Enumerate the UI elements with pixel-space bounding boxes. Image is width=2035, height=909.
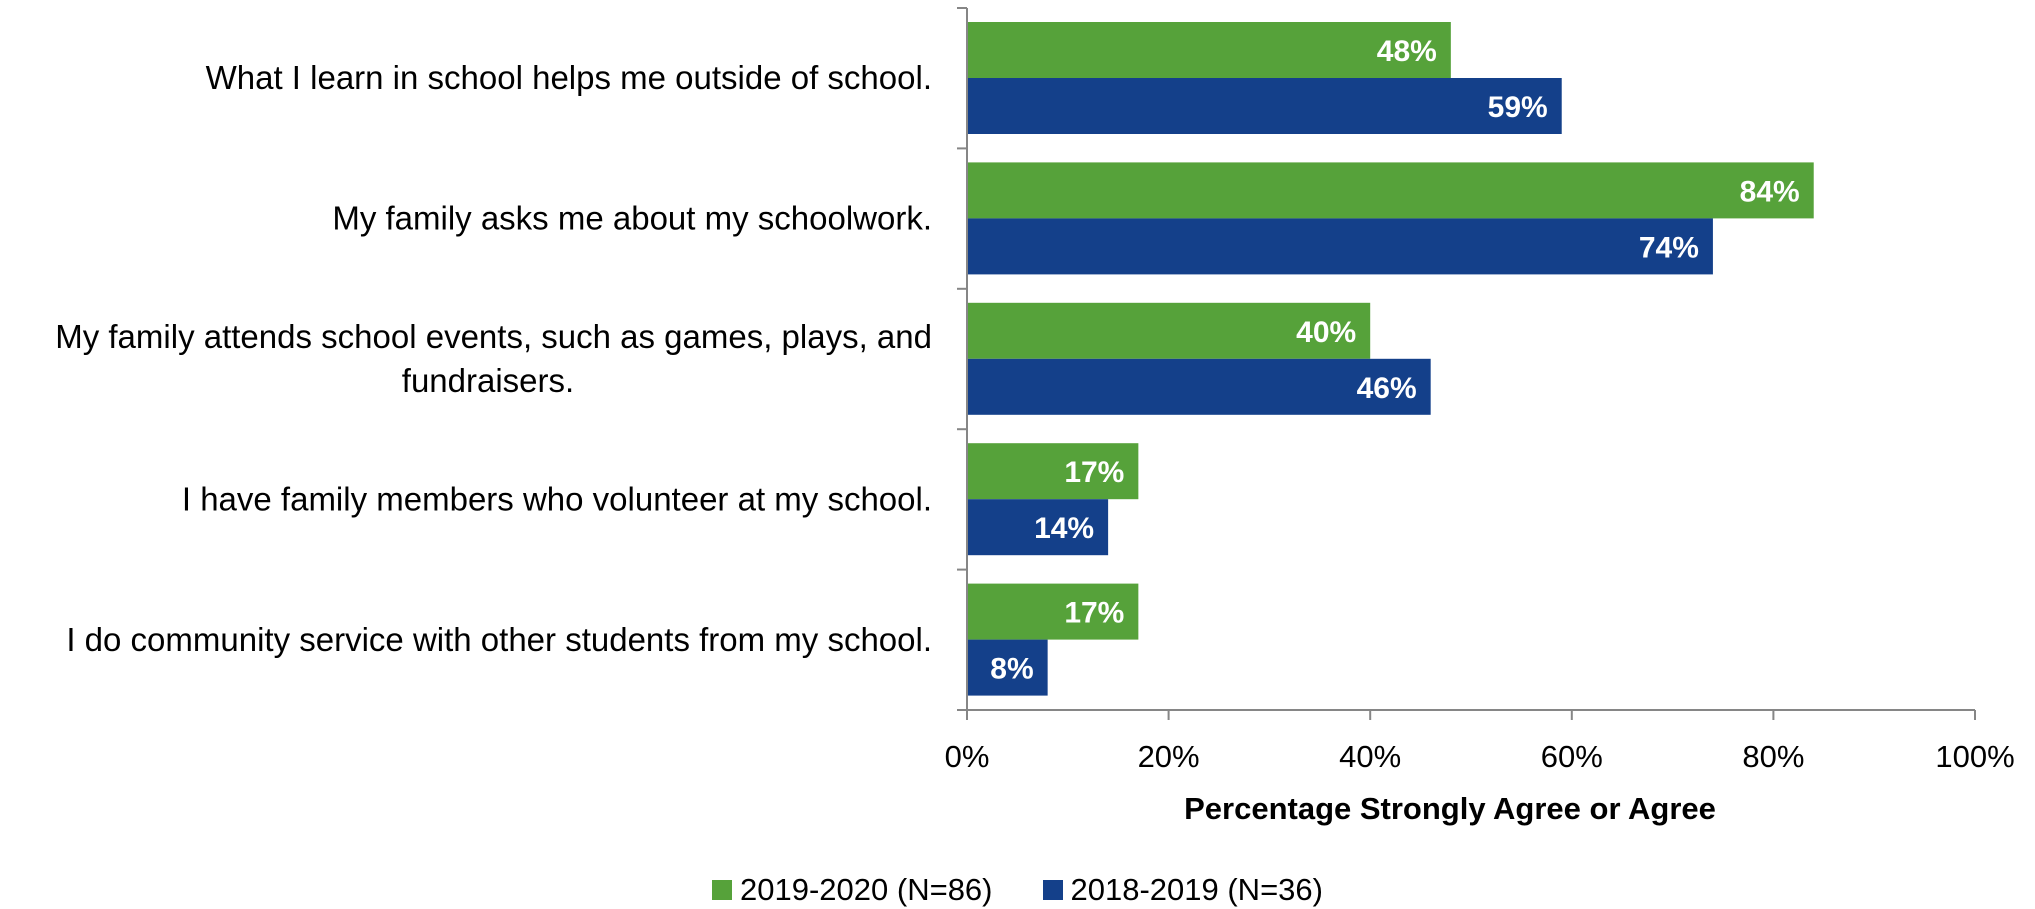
bar (967, 78, 1562, 134)
data-label: 46% (1357, 372, 1417, 405)
x-axis-title: Percentage Strongly Agree or Agree (1184, 791, 1716, 826)
category-label-line: I do community service with other studen… (66, 621, 932, 658)
data-label: 48% (1377, 35, 1437, 68)
bar (967, 583, 1139, 640)
bar (967, 302, 1371, 359)
legend-label: 2018-2019 (N=36) (1070, 872, 1323, 907)
bar (967, 162, 1814, 219)
category-label-line: I have family members who volunteer at m… (182, 480, 932, 517)
bar (967, 499, 1109, 556)
legend: 2019-2020 (N=86) 2018-2019 (N=36) (0, 872, 2035, 908)
bar (967, 358, 1431, 415)
category-label-line: What I learn in school helps me outside … (206, 59, 932, 96)
data-label: 8% (990, 653, 1033, 686)
data-label: 74% (1639, 231, 1699, 264)
legend-item-2019-2020: 2019-2020 (N=86) (712, 872, 993, 908)
x-tick-label: 40% (1339, 739, 1401, 774)
data-label: 17% (1064, 597, 1124, 630)
x-tick-label: 100% (1935, 739, 2014, 774)
category-label: What I learn in school helps me outside … (206, 59, 932, 96)
data-label: 40% (1296, 316, 1356, 349)
legend-swatch-blue (1042, 880, 1063, 900)
data-label: 17% (1064, 456, 1124, 489)
category-label: My family asks me about my schoolwork. (332, 200, 932, 237)
data-label: 84% (1740, 175, 1800, 208)
x-tick-label: 0% (945, 739, 990, 774)
bar (967, 218, 1713, 275)
bar (967, 22, 1451, 78)
x-tick-label: 20% (1138, 739, 1200, 774)
axes-layer: 0% 20% 40% 60% 80% 100% (945, 7, 2015, 774)
labels-layer: 48% 84% 40% 17% 17% 59% 74% 46% 14% 8% What I lear… (55, 35, 1799, 686)
legend-swatch-green (712, 880, 733, 900)
bar (967, 639, 1048, 696)
legend-item-2018-2019: 2018-2019 (N=36) (1042, 872, 1323, 908)
x-tick-label: 60% (1541, 739, 1603, 774)
data-label: 59% (1488, 91, 1548, 124)
bars-layer (967, 22, 1814, 696)
category-label: My family attends school events, such as… (55, 318, 932, 399)
bar (967, 443, 1139, 500)
category-label-line: My family asks me about my schoolwork. (332, 200, 932, 237)
category-label-line: fundraisers. (402, 362, 574, 399)
x-tick-label: 80% (1742, 739, 1804, 774)
category-label: I do community service with other studen… (66, 621, 932, 658)
category-label-line: My family attends school events, such as… (55, 318, 932, 355)
category-label: I have family members who volunteer at m… (182, 480, 932, 517)
legend-label: 2019-2020 (N=86) (740, 872, 993, 907)
data-label: 14% (1034, 512, 1094, 545)
